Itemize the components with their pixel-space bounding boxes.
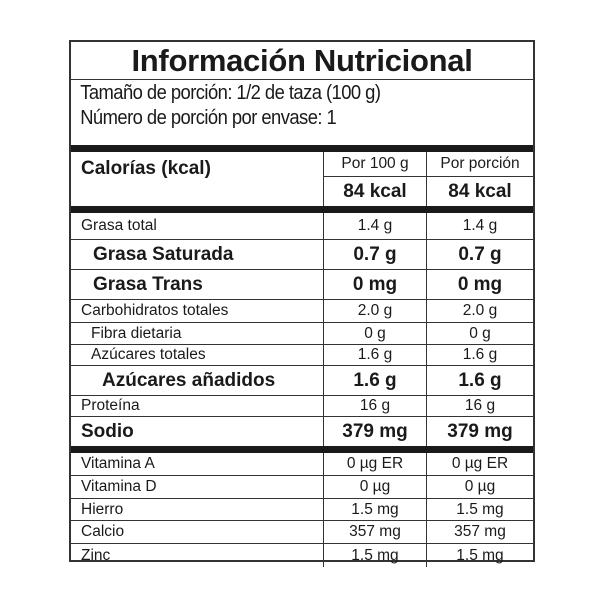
calories-row: Calorías (kcal) Por 100 g 84 kcal Por po… [71,152,533,206]
nutrient-row: Zinc 1.5 mg 1.5 mg [71,544,533,567]
value-per-portion: 1.6 g [426,345,533,365]
value-per-portion: 1.4 g [426,213,533,239]
per-portion-header: Por porción [427,152,533,177]
micronutrients-table: Vitamina A 0 µg ER 0 µg ER Vitamina D 0 µg 0 … [71,453,533,567]
nutrient-row: Azúcares añadidos 1.6 g 1.6 g [71,366,533,396]
nutrient-row: Grasa Trans 0 mg 0 mg [71,270,533,300]
nutrient-row: Calcio 357 mg 357 mg [71,521,533,544]
nutrient-label: Grasa Trans [93,273,203,295]
thick-divider [71,145,533,152]
nutrient-label: Azúcares añadidos [102,369,276,391]
nutrient-row: Azúcares totales 1.6 g 1.6 g [71,345,533,366]
calories-per-portion: 84 kcal [448,180,512,202]
thick-divider [71,206,533,213]
per-100g-column: Por 100 g 84 kcal [323,152,426,206]
nutrition-facts-label: Información Nutricional Tamaño de porció… [69,40,535,567]
per-100g-header: Por 100 g [324,152,426,177]
calories-per-100g: 84 kcal [343,180,407,202]
value-per-100g: 0 g [323,323,426,344]
value-per-100g: 0 mg [323,270,426,299]
value-per-100g: 1.5 mg [323,499,426,520]
nutrient-row: Vitamina A 0 µg ER 0 µg ER [71,453,533,476]
per-portion-column: Por porción 84 kcal [426,152,533,206]
value-per-portion: 0 g [426,323,533,344]
value-per-portion: 0 µg [426,476,533,498]
nutrient-label: Calcio [81,523,125,540]
nutrient-label: Carbohidratos totales [81,302,229,319]
value-per-100g: 0.7 g [323,240,426,269]
nutrient-label: Sodio [81,420,134,442]
nutrient-label: Azúcares totales [91,346,206,363]
nutrient-label: Grasa Saturada [93,243,234,265]
value-per-100g: 357 mg [323,521,426,543]
nutrient-row: Carbohidratos totales 2.0 g 2.0 g [71,300,533,323]
label-title: Información Nutricional [71,42,533,80]
value-per-100g: 379 mg [323,417,426,446]
value-per-100g: 1.4 g [323,213,426,239]
value-per-portion: 357 mg [426,521,533,543]
value-per-portion: 0.7 g [426,240,533,269]
nutrient-label: Grasa total [81,217,157,234]
nutrient-row: Grasa total 1.4 g 1.4 g [71,213,533,240]
value-per-100g: 1.6 g [323,345,426,365]
nutrient-row: Proteína 16 g 16 g [71,396,533,417]
value-per-portion: 1.6 g [426,366,533,395]
value-per-100g: 1.5 mg [323,544,426,567]
nutrient-row: Vitamina D 0 µg 0 µg [71,476,533,499]
value-per-portion: 1.5 mg [426,499,533,520]
value-per-100g: 0 µg ER [323,453,426,475]
nutrient-label: Hierro [81,500,124,518]
value-per-portion: 2.0 g [426,300,533,322]
nutrient-label: Zinc [81,546,111,564]
value-per-portion: 0 µg ER [426,453,533,475]
calories-label: Calorías (kcal) [81,158,211,179]
nutrient-label: Vitamina D [81,478,157,495]
value-per-portion: 1.5 mg [426,544,533,567]
nutrient-row: Hierro 1.5 mg 1.5 mg [71,499,533,521]
nutrient-row: Sodio 379 mg 379 mg [71,417,533,446]
value-per-portion: 0 mg [426,270,533,299]
value-per-portion: 379 mg [426,417,533,446]
serving-size: Tamaño de porción: 1/2 de taza (100 g) [80,82,381,104]
nutrient-label: Fibra dietaria [91,324,182,342]
value-per-portion: 16 g [426,396,533,416]
thick-divider [71,446,533,453]
nutrient-row: Grasa Saturada 0.7 g 0.7 g [71,240,533,270]
nutrients-table: Grasa total 1.4 g 1.4 g Grasa Saturada 0.7 g… [71,213,533,446]
nutrient-label: Vitamina A [81,455,155,472]
value-per-100g: 2.0 g [323,300,426,322]
value-per-100g: 0 µg [323,476,426,498]
value-per-100g: 1.6 g [323,366,426,395]
serving-info: Tamaño de porción: 1/2 de taza (100 g) N… [71,80,533,145]
value-per-100g: 16 g [323,396,426,416]
servings-per-container: Número de porción por envase: 1 [80,107,337,129]
nutrient-label: Proteína [81,397,140,414]
